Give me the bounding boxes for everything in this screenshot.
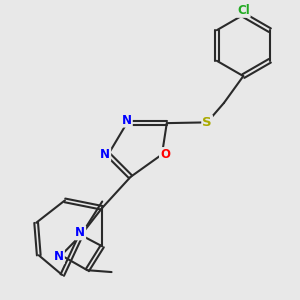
Text: N: N — [54, 250, 64, 263]
Text: N: N — [75, 226, 85, 239]
Text: N: N — [122, 114, 132, 127]
Text: S: S — [202, 116, 212, 129]
Text: O: O — [160, 148, 170, 161]
Text: Cl: Cl — [237, 4, 250, 17]
Text: N: N — [100, 148, 110, 161]
